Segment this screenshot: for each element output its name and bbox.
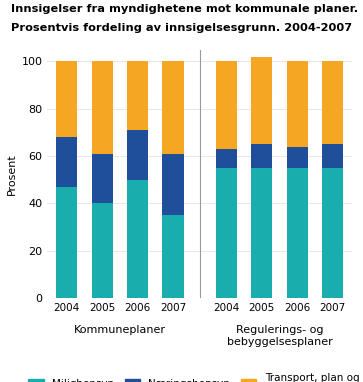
Legend: Miljøhensyn, Næringshensyn, Transport, plan og
andre hensyn: Miljøhensyn, Næringshensyn, Transport, p…	[28, 373, 359, 382]
Bar	[56, 187, 77, 298]
Bar	[251, 168, 272, 298]
Bar	[91, 62, 113, 154]
Bar	[162, 215, 184, 298]
Y-axis label: Prosent: Prosent	[7, 153, 17, 195]
Bar	[322, 168, 343, 298]
Bar	[251, 144, 272, 168]
Bar	[251, 57, 272, 144]
Bar	[127, 180, 148, 298]
Bar	[216, 168, 237, 298]
Bar	[56, 137, 77, 187]
Bar	[286, 62, 308, 147]
Bar	[127, 62, 148, 130]
Bar	[322, 144, 343, 168]
Text: Regulerings- og
bebyggelsesplaner: Regulerings- og bebyggelsesplaner	[227, 325, 332, 347]
Bar	[322, 62, 343, 144]
Text: Prosentvis fordeling av innsigelsesgrunn. 2004-2007: Prosentvis fordeling av innsigelsesgrunn…	[11, 23, 352, 33]
Bar	[286, 168, 308, 298]
Bar	[286, 147, 308, 168]
Bar	[127, 130, 148, 180]
Bar	[91, 203, 113, 298]
Bar	[216, 149, 237, 168]
Bar	[56, 62, 77, 137]
Text: Innsigelser fra myndighetene mot kommunale planer.: Innsigelser fra myndighetene mot kommuna…	[11, 4, 358, 14]
Bar	[216, 62, 237, 149]
Bar	[162, 154, 184, 215]
Bar	[162, 62, 184, 154]
Text: Kommuneplaner: Kommuneplaner	[74, 325, 166, 335]
Bar	[91, 154, 113, 203]
